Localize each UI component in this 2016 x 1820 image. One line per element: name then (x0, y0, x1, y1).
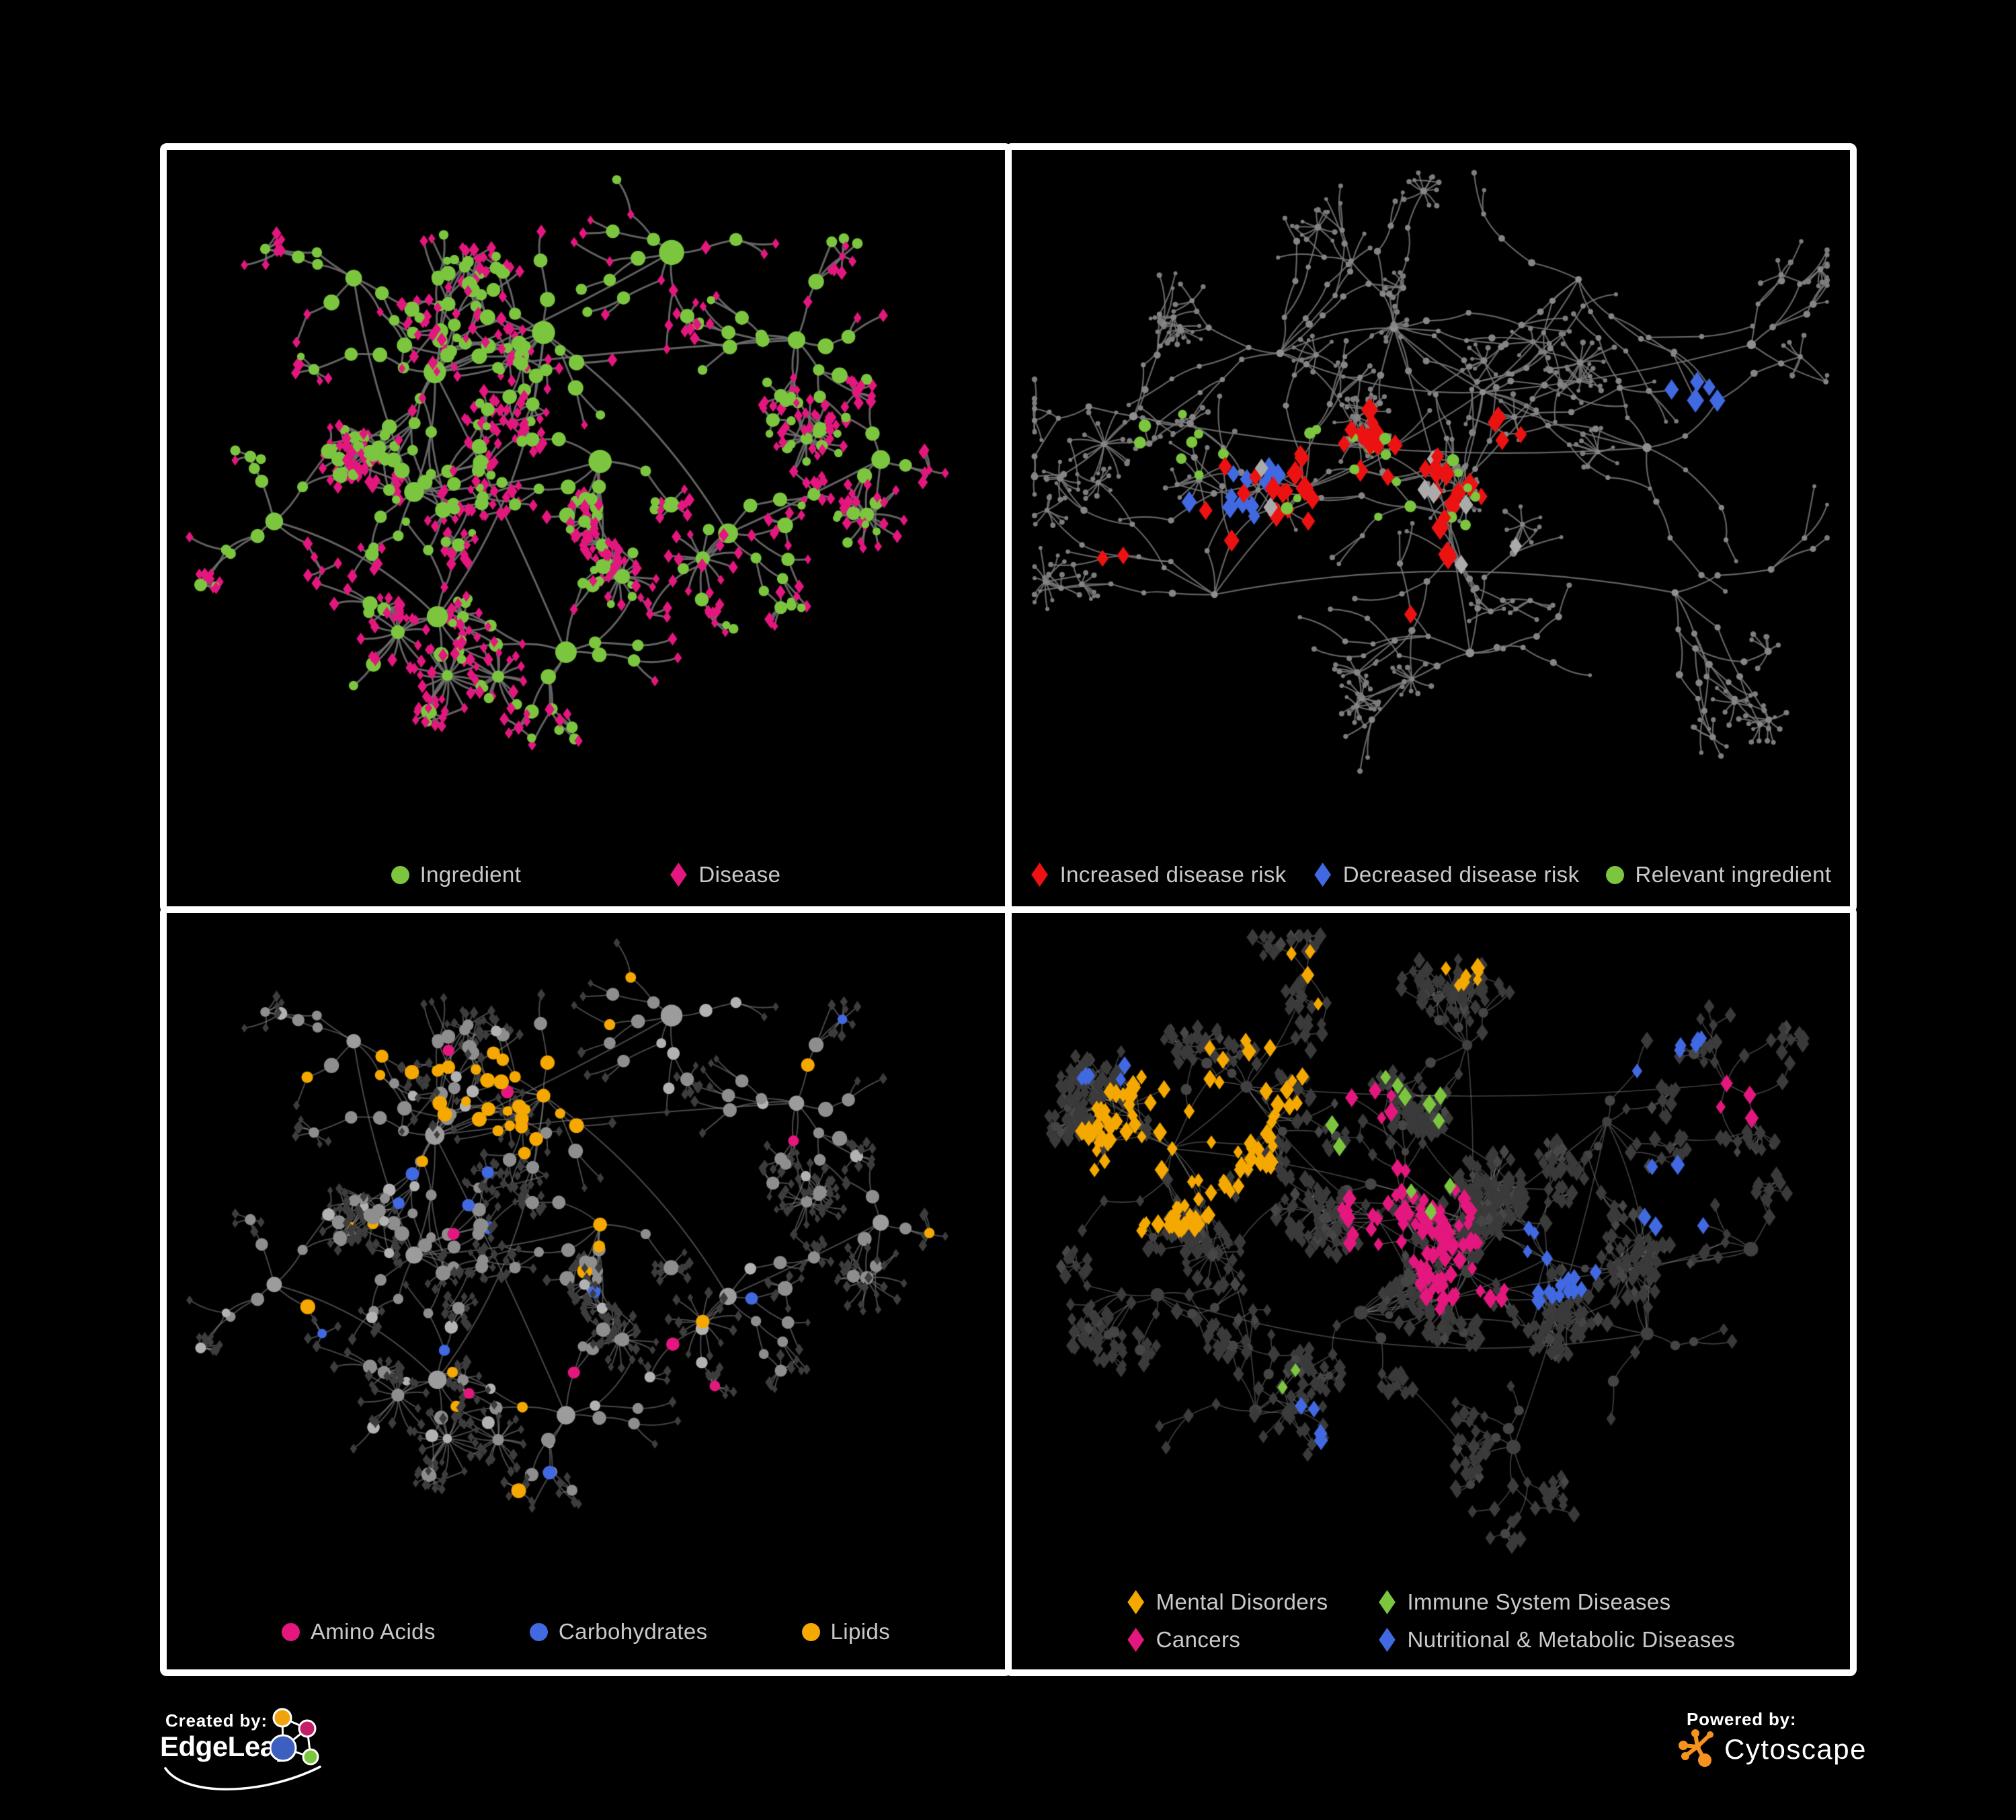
legend-label-increased-risk: Increased disease risk (1059, 862, 1287, 887)
disease-categories-network-canvas[interactable] (1012, 913, 1850, 1589)
increased-risk-swatch (1031, 863, 1048, 887)
disease-risk-network-canvas[interactable] (1012, 150, 1850, 826)
legend-label-carbohydrates: Carbohydrates (558, 1619, 708, 1644)
amino-acids-swatch (281, 1622, 300, 1641)
panel-disease-risk: Increased disease risk Decreased disease… (1005, 143, 1857, 913)
legend-label-amino-acids: Amino Acids (310, 1619, 436, 1644)
legend-item-ingredient: Ingredient (391, 861, 522, 888)
legend-item-immune-system-diseases: Immune System Diseases (1377, 1589, 1735, 1616)
created-by-label: Created by: (165, 1710, 268, 1731)
mental-disorders-swatch (1127, 1590, 1144, 1614)
legend-item-carbohydrates: Carbohydrates (529, 1618, 708, 1645)
legend-item-increased-risk: Increased disease risk (1031, 861, 1287, 888)
legend-disease-risk: Increased disease risk Decreased disease… (1012, 861, 1850, 888)
carbohydrates-swatch (529, 1622, 548, 1641)
lipids-swatch (801, 1622, 820, 1641)
legend-label-decreased-risk: Decreased disease risk (1342, 862, 1580, 887)
legend-label-lipids: Lipids (830, 1619, 891, 1644)
ingredient-swatch (391, 865, 409, 884)
panel-ingredient-disease: Ingredient Disease (160, 143, 1012, 913)
legend-item-cancers: Cancers (1127, 1626, 1328, 1653)
edgeleap-swoosh (164, 1766, 321, 1790)
panel-disease-categories: Mental Disorders Immune System Diseases … (1005, 906, 1857, 1676)
legend-nutrient-classes: Amino Acids Carbohydrates Lipids (167, 1618, 1005, 1645)
edgeleap-node-blue (271, 1734, 297, 1762)
legend-item-nutritional-metabolic-diseases: Nutritional & Metabolic Diseases (1377, 1626, 1735, 1653)
cancers-swatch (1127, 1628, 1144, 1652)
cytoscape-logo-icon (1679, 1729, 1713, 1767)
edgeleap-node-orange (272, 1708, 292, 1728)
edgeleap-credit: Created by: EdgeLeap (160, 1706, 389, 1814)
legend-item-relevant-ingredient: Relevant ingredient (1606, 861, 1831, 888)
legend-item-amino-acids: Amino Acids (281, 1618, 436, 1645)
cytoscape-logo-row: Cytoscape (1677, 1727, 1867, 1772)
legend-label-ingredient: Ingredient (419, 862, 522, 887)
edgeleap-node-magenta (298, 1719, 317, 1738)
legend-label-disease: Disease (698, 862, 781, 887)
nutritional-metabolic-diseases-swatch (1379, 1628, 1396, 1652)
legend-item-mental-disorders: Mental Disorders (1127, 1589, 1328, 1616)
relevant-ingredient-swatch (1606, 865, 1625, 884)
legend-item-lipids: Lipids (801, 1618, 891, 1645)
powered-by-label: Powered by: (1687, 1709, 1797, 1729)
disease-swatch (670, 863, 687, 887)
legend-item-disease: Disease (669, 861, 780, 888)
edgeleap-logo-icon (271, 1708, 319, 1766)
legend-item-decreased-risk: Decreased disease risk (1314, 861, 1580, 888)
legend-ingredient-disease: Ingredient Disease (167, 861, 1005, 888)
legend-disease-categories: Mental Disorders Immune System Diseases … (1012, 1589, 1850, 1653)
legend-label-cancers: Cancers (1156, 1627, 1241, 1652)
panel-nutrient-classes: Amino Acids Carbohydrates Lipids (160, 906, 1012, 1676)
ingredient-disease-network-canvas[interactable] (167, 150, 1005, 826)
decreased-risk-swatch (1314, 863, 1332, 887)
immune-system-diseases-swatch (1379, 1590, 1396, 1614)
legend-label-nutritional-metabolic-diseases: Nutritional & Metabolic Diseases (1407, 1627, 1736, 1652)
cytoscape-brand-text: Cytoscape (1724, 1733, 1867, 1765)
nutrient-classes-network-canvas[interactable] (167, 913, 1005, 1589)
legend-label-immune-system-diseases: Immune System Diseases (1407, 1589, 1671, 1614)
legend-label-relevant-ingredient: Relevant ingredient (1635, 862, 1832, 887)
edgeleap-node-green (302, 1748, 319, 1766)
legend-label-mental-disorders: Mental Disorders (1156, 1589, 1328, 1614)
cytoscape-credit: Powered by: Cytoscape (1677, 1706, 1919, 1794)
